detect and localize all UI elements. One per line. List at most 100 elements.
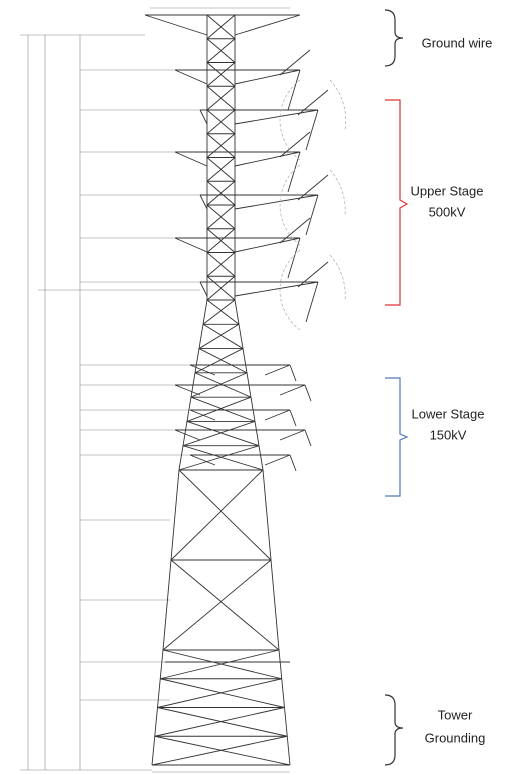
- leg: [157, 678, 161, 708]
- bracket: [384, 694, 404, 766]
- brace: [157, 678, 282, 708]
- brace: [151, 735, 288, 766]
- label: 150kV: [430, 427, 467, 442]
- brace: [198, 323, 240, 349]
- clearance-arc: [279, 164, 301, 246]
- brace: [206, 109, 236, 135]
- crossarm: [199, 109, 208, 125]
- crossarm: [279, 429, 306, 441]
- brace: [154, 707, 285, 737]
- brace: [162, 559, 272, 651]
- crossarm: [199, 194, 208, 210]
- brace: [206, 62, 236, 87]
- brace: [202, 299, 236, 325]
- leg: [278, 649, 283, 679]
- bracket: [384, 9, 404, 67]
- dimension-lines: [20, 7, 290, 773]
- leg: [270, 559, 280, 651]
- brace: [182, 445, 264, 471]
- brace: [202, 323, 244, 349]
- brace: [206, 228, 236, 253]
- crossarm: [264, 364, 291, 376]
- brace: [206, 180, 236, 206]
- insulator: [305, 281, 319, 323]
- brace: [206, 275, 236, 301]
- leg: [234, 299, 240, 325]
- crossarm: [234, 237, 301, 253]
- label: Lower Stage: [412, 406, 485, 421]
- clearance-arc: [279, 249, 301, 331]
- leg: [170, 469, 180, 561]
- brace: [206, 204, 236, 230]
- insulator: [304, 429, 312, 447]
- crossarm: [234, 109, 319, 125]
- brace: [170, 469, 264, 561]
- label: Tower: [438, 707, 473, 722]
- insulator: [287, 237, 301, 279]
- clearance-arc: [279, 79, 301, 161]
- leg: [281, 678, 285, 708]
- insulator: [297, 261, 329, 288]
- crossarm: [174, 151, 208, 167]
- clearance-arc: [329, 169, 346, 216]
- crossarm: [264, 454, 291, 466]
- crossarm: [234, 69, 301, 85]
- leg: [202, 299, 208, 325]
- label: 500kV: [429, 204, 466, 219]
- leg: [284, 707, 288, 737]
- brace: [154, 735, 291, 766]
- insulator: [279, 49, 311, 76]
- crossarm: [234, 14, 301, 36]
- clearance-arc: [329, 79, 347, 131]
- label: Ground wire: [422, 35, 493, 50]
- crossarm: [174, 69, 208, 85]
- leg: [286, 736, 291, 766]
- clearance-arc: [329, 254, 346, 301]
- brace: [194, 348, 244, 374]
- crossarm: [234, 194, 319, 210]
- crossarm: [174, 429, 201, 441]
- insulator: [297, 89, 329, 116]
- brace: [186, 396, 252, 422]
- brace: [206, 252, 236, 277]
- insulator: [289, 364, 297, 382]
- leg: [238, 324, 244, 349]
- crossarm: [189, 454, 216, 466]
- insulator: [304, 384, 312, 402]
- brace: [206, 85, 236, 111]
- brace: [206, 157, 236, 182]
- leg: [162, 559, 172, 651]
- leg: [186, 397, 192, 422]
- brace: [186, 421, 260, 447]
- crossarm: [144, 14, 208, 36]
- brace: [182, 421, 256, 447]
- bracket: [385, 99, 409, 306]
- leg: [262, 469, 272, 561]
- crossarm: [189, 409, 216, 421]
- brace: [160, 649, 280, 680]
- leg: [151, 736, 156, 766]
- label: Grounding: [425, 730, 486, 745]
- brace: [178, 469, 272, 561]
- brace: [157, 707, 288, 737]
- tower-lattice: [144, 14, 329, 766]
- insulator: [289, 454, 297, 472]
- brace: [190, 396, 256, 422]
- crossarm: [234, 151, 301, 167]
- crossarm: [174, 237, 208, 253]
- brace: [170, 559, 280, 651]
- leg: [250, 397, 256, 422]
- brace: [178, 445, 260, 471]
- insulator: [279, 217, 311, 244]
- brace: [162, 649, 282, 680]
- crossarm: [174, 384, 201, 396]
- insulator: [289, 409, 297, 427]
- insulator: [279, 131, 311, 158]
- brace: [198, 348, 248, 374]
- insulator: [297, 174, 329, 201]
- leg: [258, 445, 264, 471]
- label: Upper Stage: [411, 183, 484, 198]
- arcs: [279, 79, 347, 331]
- crossarm: [264, 409, 291, 421]
